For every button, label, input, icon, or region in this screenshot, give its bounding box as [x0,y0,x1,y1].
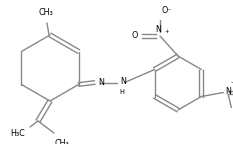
Text: N: N [121,77,127,86]
Text: H₃C: H₃C [11,129,25,139]
Text: +: + [164,29,168,34]
Text: H: H [120,90,124,95]
Text: O⁻: O⁻ [162,6,173,15]
Text: CH₃: CH₃ [39,8,53,17]
Text: CH₃: CH₃ [55,139,69,144]
Text: +: + [230,80,233,86]
Text: O: O [132,32,138,40]
Text: N: N [155,25,161,34]
Text: N: N [99,78,104,87]
Text: N: N [225,87,231,96]
